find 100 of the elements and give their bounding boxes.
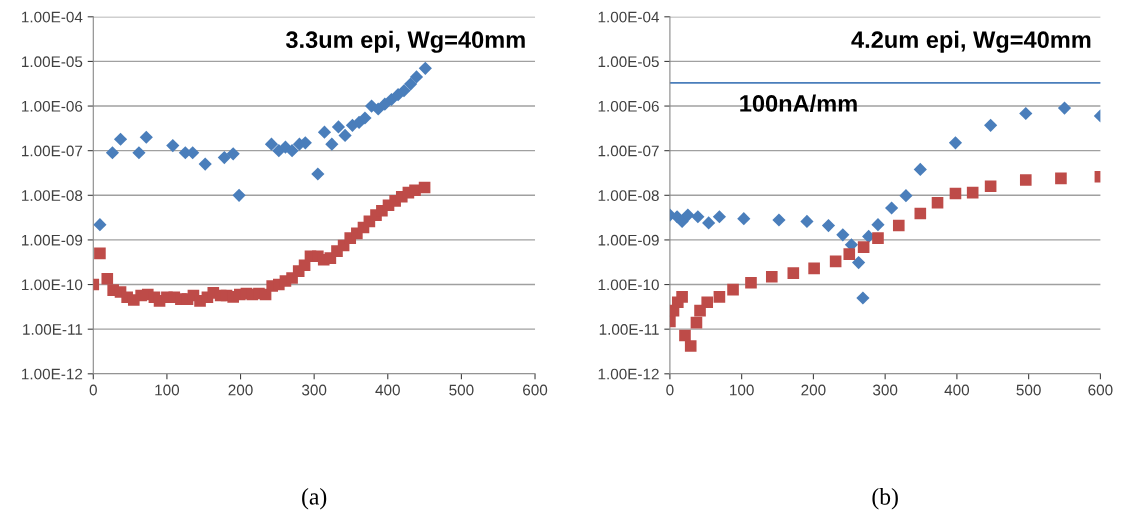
point (409, 70, 424, 84)
point (727, 283, 739, 296)
y-tick-label: 1.00E-12 (22, 368, 83, 380)
y-tick-label: 1.00E-11 (23, 324, 83, 335)
point (226, 147, 240, 161)
point (713, 291, 726, 303)
point (702, 216, 716, 230)
point (821, 218, 836, 233)
text: (a) (302, 488, 327, 510)
point (843, 248, 856, 260)
x-tick-label: 100 (155, 384, 180, 396)
point (836, 228, 850, 242)
point (679, 329, 691, 342)
y-tick-label: 1.00E-05 (22, 56, 83, 68)
point (166, 139, 180, 153)
point (358, 111, 372, 125)
y-tick-label: 1.00E-09 (598, 234, 659, 246)
x-tick-label: 400 (944, 384, 970, 396)
point (397, 84, 411, 98)
point (984, 180, 997, 192)
y-tick-label: 1.00E-07 (598, 145, 659, 157)
y-tick-label: 1.00E-06 (598, 100, 659, 112)
text: 4.2um epi, Wg=40mm (851, 30, 1091, 53)
y-tick-label: 1.00E-11 (599, 324, 659, 335)
ref-line-label: 100nA/mm (740, 94, 857, 113)
point (800, 214, 814, 228)
x-tick-label: 400 (375, 384, 400, 396)
point (331, 120, 346, 134)
point (852, 256, 866, 270)
point (264, 137, 279, 151)
point (198, 157, 212, 171)
point (317, 125, 332, 139)
y-tick-label: 1.00E-10 (22, 279, 83, 291)
point (899, 189, 913, 203)
x-tick-label: 100 (730, 384, 754, 396)
x-tick-label: 300 (302, 384, 327, 396)
point (285, 144, 299, 158)
point (787, 267, 800, 279)
point (676, 291, 688, 303)
point (871, 218, 885, 232)
point (966, 186, 979, 199)
x-tick-label: 0 (666, 384, 674, 396)
point (371, 102, 385, 116)
point (885, 201, 899, 215)
point (684, 340, 697, 352)
point (113, 132, 128, 146)
x-tick-label: 500 (1016, 384, 1041, 396)
x-tick-label: 0 (89, 384, 97, 396)
y-tick-label: 1.00E-05 (598, 56, 659, 68)
point (772, 213, 786, 227)
point (856, 291, 870, 305)
y-tick-label: 1.00E-07 (22, 145, 83, 157)
point (338, 128, 352, 142)
point (690, 316, 703, 329)
text: (b) (872, 488, 898, 510)
y-tick-label: 1.00E-08 (22, 190, 83, 201)
point (892, 219, 905, 232)
point (132, 146, 146, 160)
x-tick-label: 200 (801, 384, 826, 396)
point (1057, 101, 1072, 115)
y-tick-label: 1.00E-09 (22, 234, 83, 246)
point (418, 61, 432, 75)
y-tick-label: 1.00E-08 (598, 190, 659, 201)
point (94, 247, 106, 260)
y-tick-label: 1.00E-12 (598, 368, 659, 380)
x-tick-label: 600 (523, 384, 548, 396)
point (217, 151, 231, 165)
y-tick-label: 1.00E-10 (598, 279, 659, 291)
point (857, 241, 870, 253)
point (681, 208, 695, 222)
point (311, 167, 325, 181)
point (829, 255, 842, 268)
point (1019, 106, 1033, 121)
point (93, 218, 107, 232)
x-tick-label: 500 (449, 384, 474, 396)
point (914, 207, 927, 220)
point (913, 162, 927, 177)
point (139, 130, 153, 144)
point (948, 136, 963, 150)
point (1055, 172, 1067, 185)
point (701, 296, 714, 309)
x-tick-label: 600 (1088, 384, 1113, 396)
y-tick-label: 1.00E-04 (598, 11, 660, 23)
point (984, 118, 998, 132)
point (765, 270, 778, 283)
point (691, 210, 705, 224)
point (808, 262, 820, 275)
point (712, 210, 726, 224)
point (1019, 174, 1032, 186)
point (101, 272, 114, 285)
point (949, 187, 962, 200)
x-tick-label: 300 (872, 384, 898, 396)
point (737, 212, 751, 226)
point (872, 232, 884, 244)
y-tick-label: 1.00E-06 (22, 100, 83, 112)
text: 3.3um epi, Wg=40mm (285, 30, 525, 53)
y-tick-label: 1.00E-04 (22, 11, 83, 23)
point (404, 77, 418, 91)
point (325, 137, 339, 151)
point (745, 276, 757, 289)
